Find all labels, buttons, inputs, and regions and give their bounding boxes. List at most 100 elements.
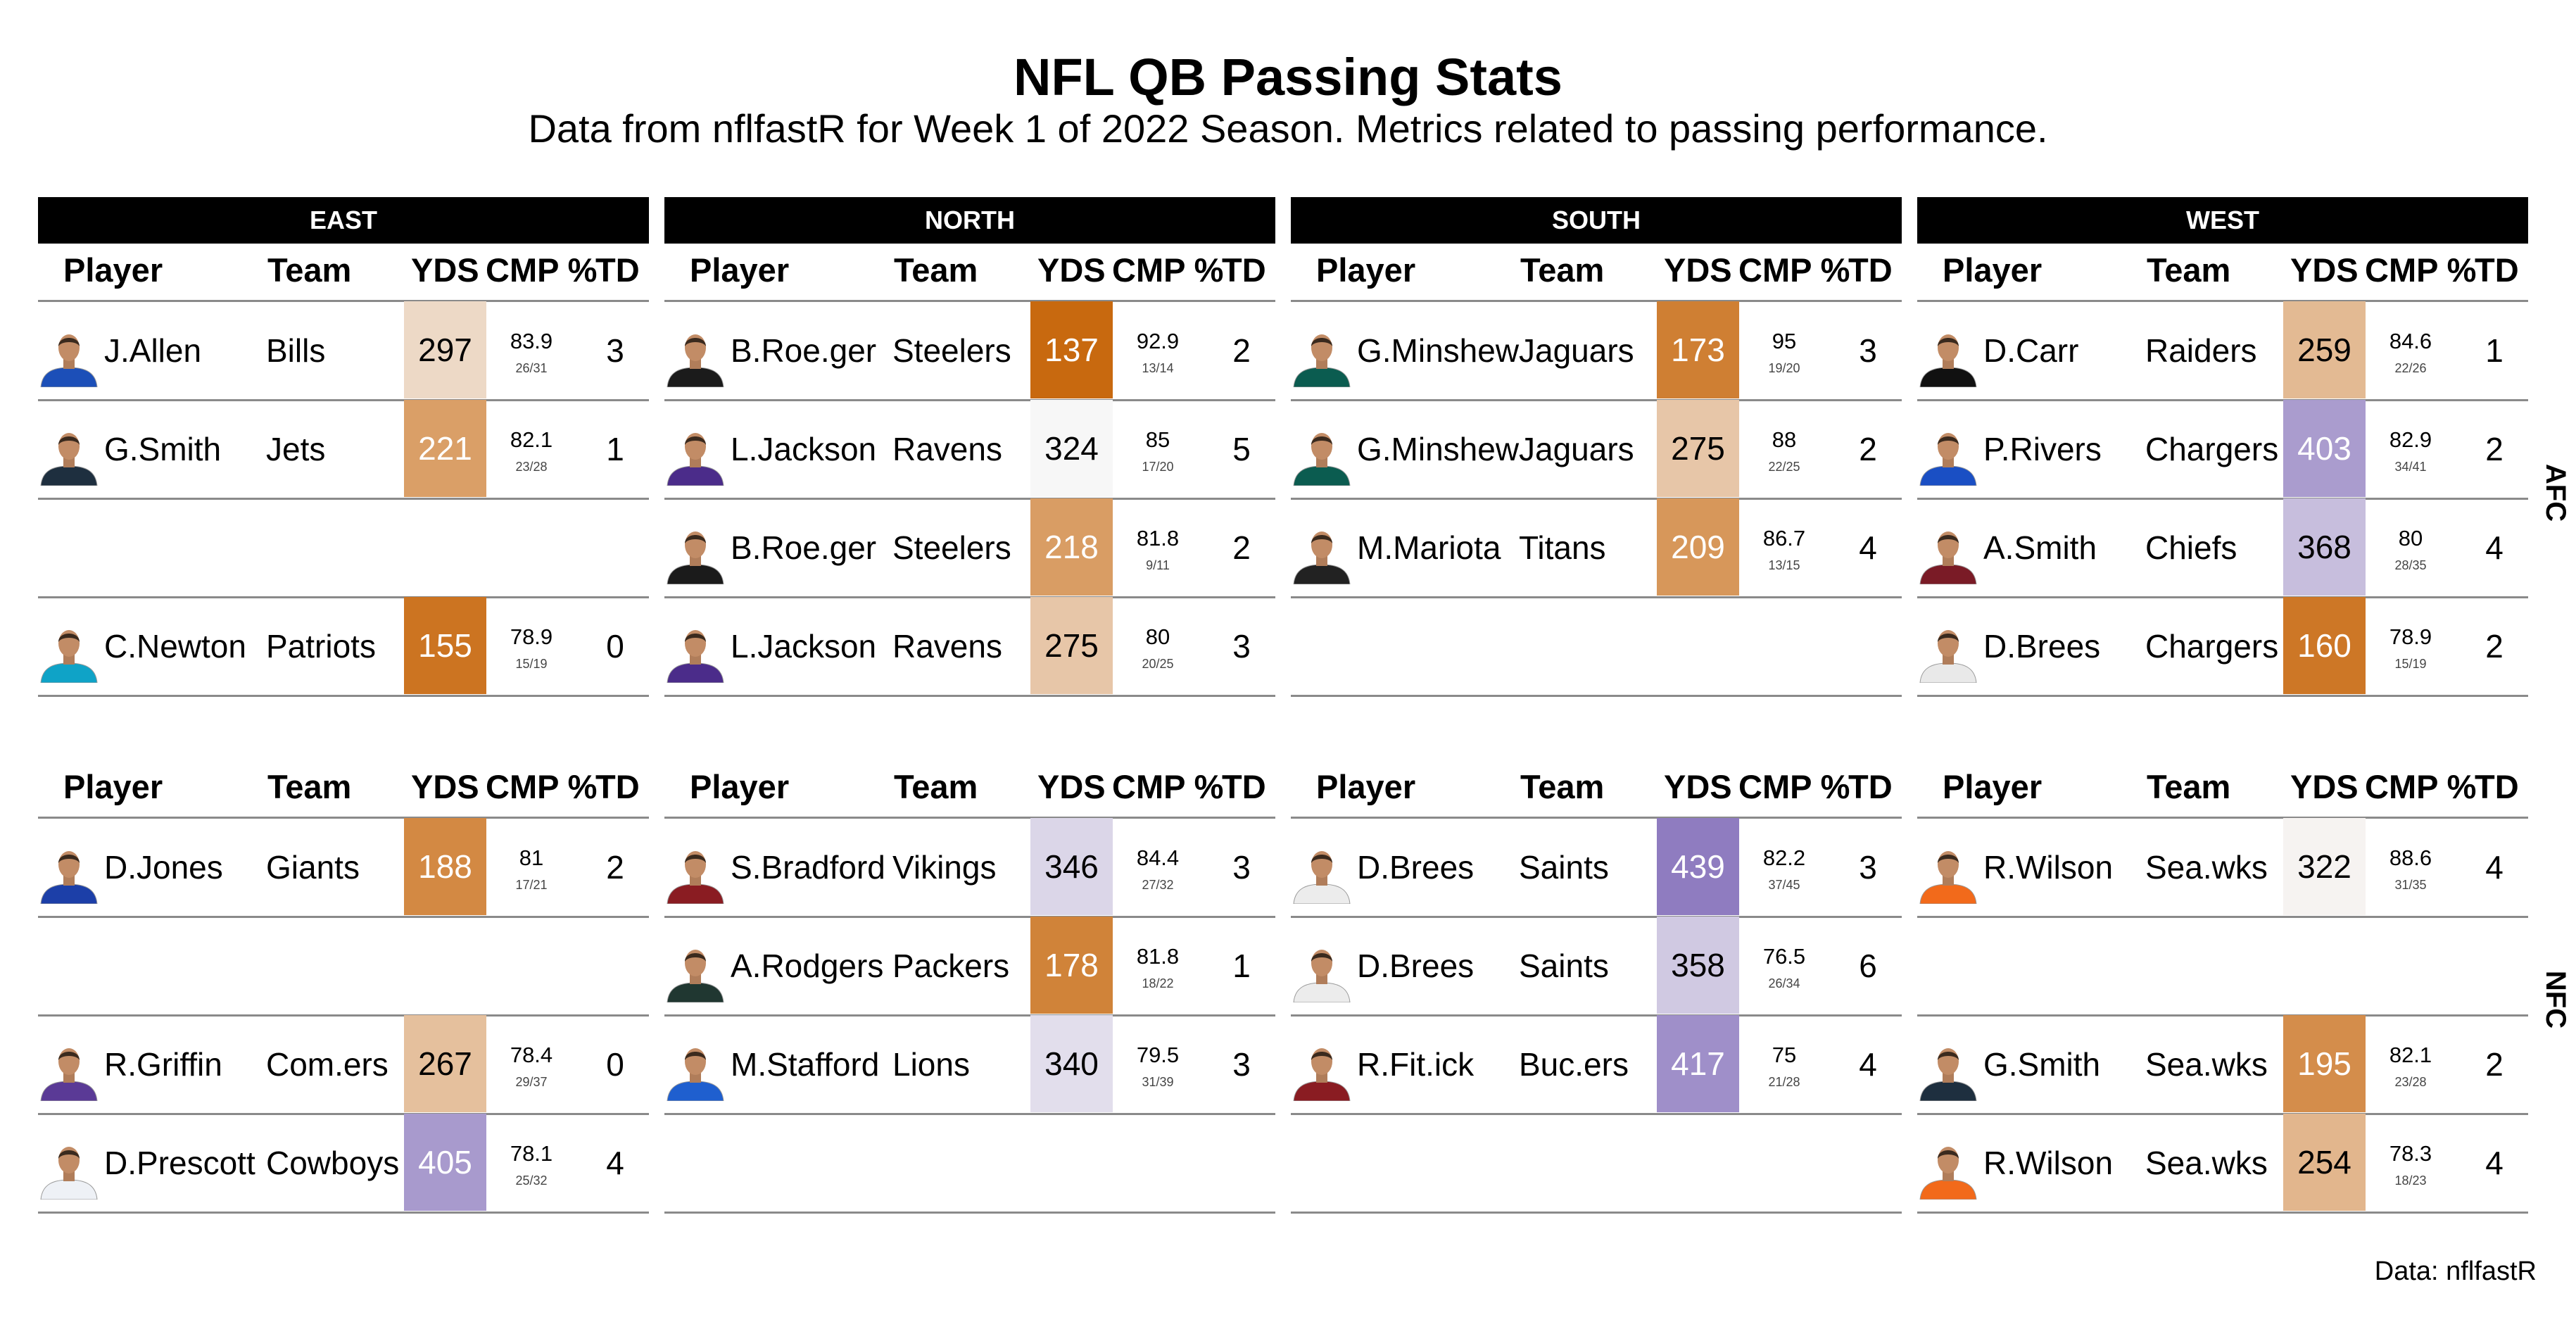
completions-attempts: 15/19 <box>515 657 548 671</box>
row-rule <box>38 1212 649 1214</box>
team-name: Titans <box>1519 529 1606 566</box>
team-name: Chargers <box>2145 431 2279 467</box>
column-header-team: Team <box>267 251 352 289</box>
yds-cell: 324 <box>1030 400 1113 497</box>
completion-pct: 88.6 <box>2389 845 2432 870</box>
table-row: P.Rivers Chargers 403 82.9 34/41 2 <box>1917 400 2528 500</box>
player-headshot-icon <box>667 531 724 584</box>
touchdowns: 4 <box>2485 529 2504 566</box>
column-header-team: Team <box>894 251 978 289</box>
table-row-empty <box>38 498 649 598</box>
yds-cell: 275 <box>1030 597 1113 694</box>
table-row: L.Jackson Ravens 324 85 17/20 5 <box>664 400 1275 500</box>
completions-attempts: 15/19 <box>2394 657 2427 671</box>
player-name: B.Roe.ger <box>731 332 877 369</box>
table-row: A.Rodgers Packers 178 81.8 18/22 1 <box>664 917 1275 1017</box>
table-row-empty <box>664 1114 1275 1214</box>
touchdowns: 5 <box>1232 431 1251 467</box>
completions-attempts: 27/32 <box>1142 878 1174 892</box>
row-rule <box>664 1113 1275 1115</box>
touchdowns: 4 <box>606 1145 624 1181</box>
header-rule <box>1917 817 2528 819</box>
row-rule <box>1291 498 1902 500</box>
player-name: C.Newton <box>104 628 246 665</box>
completion-pct: 83.9 <box>510 329 553 353</box>
player-headshot-icon <box>667 433 724 486</box>
player-headshot-icon <box>1919 1048 1977 1101</box>
completions-attempts: 31/39 <box>1142 1075 1174 1089</box>
completions-attempts: 31/35 <box>2394 878 2427 892</box>
column-header-yds: YDS <box>1037 768 1106 805</box>
column-header-cmp: CMP % <box>1112 768 1224 805</box>
touchdowns: 2 <box>1232 332 1251 369</box>
division-header: NORTH <box>664 197 1275 244</box>
table-row: G.Smith Jets 221 82.1 23/28 1 <box>38 400 649 500</box>
row-rule <box>1917 1212 2528 1214</box>
table-row: R.Wilson Sea.wks 322 88.6 31/35 4 <box>1917 818 2528 918</box>
yds-cell: 188 <box>404 818 486 915</box>
completions-attempts: 17/20 <box>1142 460 1174 474</box>
player-name: L.Jackson <box>731 431 877 467</box>
column-header-team: Team <box>1520 768 1605 805</box>
player-headshot-icon <box>40 334 98 387</box>
column-header-cmp: CMP % <box>2365 251 2477 289</box>
player-name: D.Prescott <box>104 1145 255 1181</box>
touchdowns: 3 <box>1232 849 1251 886</box>
column-header-td: TD <box>2475 251 2519 289</box>
table-row: D.Brees Saints 439 82.2 37/45 3 <box>1291 818 1902 918</box>
player-name: R.Fit.ick <box>1357 1046 1475 1083</box>
division-header: WEST <box>1917 197 2528 244</box>
completion-pct: 88 <box>1772 427 1797 452</box>
player-headshot-icon <box>1919 630 1977 683</box>
completion-pct: 78.9 <box>510 624 553 649</box>
player-headshot-icon <box>40 851 98 904</box>
team-name: Buc.ers <box>1519 1046 1629 1083</box>
header-rule <box>1291 817 1902 819</box>
touchdowns: 6 <box>1859 948 1877 984</box>
completion-pct: 85 <box>1145 427 1170 452</box>
completion-pct: 79.5 <box>1136 1043 1180 1067</box>
player-name: M.Stafford <box>731 1046 880 1083</box>
column-header-td: TD <box>1222 251 1266 289</box>
completions-attempts: 28/35 <box>2394 558 2427 572</box>
column-header-yds: YDS <box>411 768 479 805</box>
player-headshot-icon <box>1293 851 1351 904</box>
column-header-cmp: CMP % <box>486 251 598 289</box>
column-header-td: TD <box>1848 768 1893 805</box>
row-rule <box>1917 399 2528 401</box>
completion-pct: 80 <box>2398 526 2423 550</box>
completions-attempts: 22/25 <box>1768 460 1800 474</box>
player-name: M.Mariota <box>1357 529 1501 566</box>
header-rule <box>664 300 1275 302</box>
header-rule <box>38 817 649 819</box>
table-row: R.Fit.ick Buc.ers 417 75 21/28 4 <box>1291 1015 1902 1115</box>
table-row: D.Jones Giants 188 81 17/21 2 <box>38 818 649 918</box>
completion-pct: 84.6 <box>2389 329 2432 353</box>
row-rule <box>664 399 1275 401</box>
column-header-yds: YDS <box>1037 251 1106 289</box>
completion-pct: 82.1 <box>2389 1043 2432 1067</box>
column-header-team: Team <box>267 768 352 805</box>
player-name: A.Rodgers <box>731 948 884 984</box>
yds-cell: 297 <box>404 301 486 398</box>
table-row: D.Prescott Cowboys 405 78.1 25/32 4 <box>38 1114 649 1214</box>
column-header-cmp: CMP % <box>2365 768 2477 805</box>
completion-pct: 81.8 <box>1136 944 1180 969</box>
completions-attempts: 29/37 <box>515 1075 548 1089</box>
table-row: A.Smith Chiefs 368 80 28/35 4 <box>1917 498 2528 598</box>
player-name: R.Griffin <box>104 1046 222 1083</box>
player-headshot-icon <box>1919 433 1977 486</box>
player-name: S.Bradford <box>731 849 885 886</box>
player-headshot-icon <box>1293 531 1351 584</box>
table-row: C.Newton Patriots 155 78.9 15/19 0 <box>38 597 649 697</box>
player-headshot-icon <box>667 334 724 387</box>
player-name: G.Smith <box>1983 1046 2101 1083</box>
column-header-team: Team <box>2147 251 2231 289</box>
column-header-player: Player <box>690 768 790 805</box>
player-name: L.Jackson <box>731 628 877 665</box>
column-header-yds: YDS <box>2290 251 2359 289</box>
row-rule <box>664 916 1275 918</box>
completions-attempts: 23/28 <box>515 460 548 474</box>
completion-pct: 95 <box>1772 329 1797 353</box>
team-name: Ravens <box>892 431 1002 467</box>
